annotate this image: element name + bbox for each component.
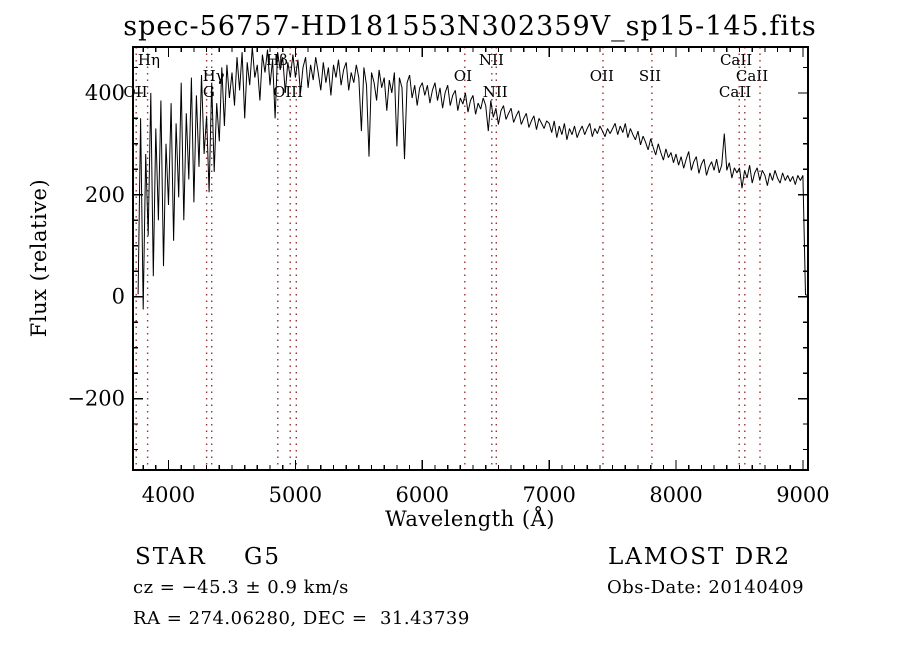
object-class-text: STAR G5 bbox=[135, 544, 281, 570]
spectrum-trace bbox=[137, 46, 809, 310]
x-tick-label: 6000 bbox=[396, 483, 449, 507]
line-label: SII bbox=[639, 67, 661, 85]
line-label: OI bbox=[454, 67, 472, 85]
x-axis-title: Wavelength (Å) bbox=[385, 506, 555, 531]
line-label: CaII bbox=[719, 83, 751, 101]
y-tick-label: 400 bbox=[85, 81, 125, 105]
cz-text: cz = −45.3 ± 0.9 km/s bbox=[133, 577, 349, 598]
x-tick-label: 9000 bbox=[776, 483, 829, 507]
x-tick-label: 4000 bbox=[142, 483, 195, 507]
line-label: NII bbox=[479, 51, 504, 69]
x-tick-label: 5000 bbox=[269, 483, 322, 507]
ra-dec-text: RA = 274.06280, DEC = 31.43739 bbox=[133, 608, 470, 629]
obs-date-text: Obs-Date: 20140409 bbox=[607, 577, 804, 598]
y-axis-title: Flux (relative) bbox=[27, 179, 51, 337]
line-label: OII bbox=[123, 83, 147, 101]
line-label: Hη bbox=[138, 51, 160, 69]
line-label: OIII bbox=[273, 83, 303, 101]
line-label: Hγ bbox=[203, 67, 225, 85]
x-tick-label: 8000 bbox=[649, 483, 702, 507]
plot-title: spec-56757-HD181553N302359V_sp15-145.fit… bbox=[123, 11, 816, 42]
survey-text: LAMOST DR2 bbox=[608, 544, 791, 570]
y-tick-label: 200 bbox=[85, 183, 125, 207]
line-label: CaII bbox=[720, 51, 752, 69]
y-tick-label: 0 bbox=[112, 285, 125, 309]
line-label: NII bbox=[483, 83, 508, 101]
y-tick-label: −200 bbox=[67, 387, 125, 411]
axis-frame: 4000 5000 6000 7000 8000 9000 −200 0 200 400 bbox=[67, 46, 830, 507]
line-label: G bbox=[203, 83, 215, 101]
x-tick-label: 7000 bbox=[522, 483, 575, 507]
line-label: OII bbox=[590, 67, 614, 85]
